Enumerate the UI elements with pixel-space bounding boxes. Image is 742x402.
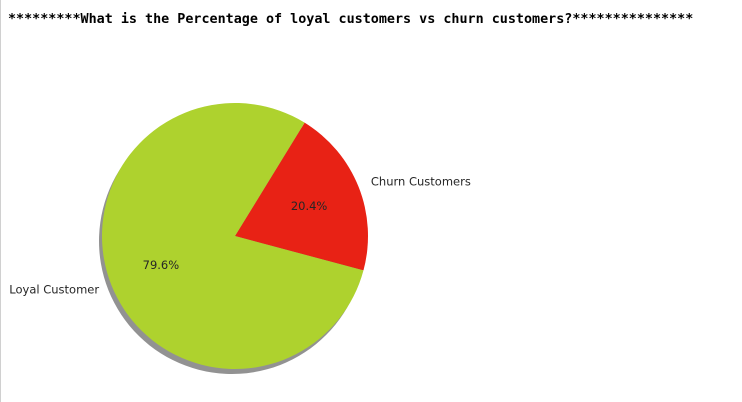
output-heading: *********What is the Percentage of loyal… (8, 12, 694, 27)
pie-slices (102, 102, 369, 369)
pie-labels: 20.4% Churn Customers 79.6% Loyal Customer (9, 174, 471, 296)
slice-loyal-customer (102, 102, 364, 369)
pct-label-churn-customers: 20.4% (291, 199, 328, 213)
category-label-loyal-customer: Loyal Customer (9, 283, 99, 297)
pct-label-loyal-customer: 79.6% (143, 258, 180, 272)
slice-churn-customers (235, 122, 369, 271)
category-label-churn-customers: Churn Customers (371, 174, 471, 188)
